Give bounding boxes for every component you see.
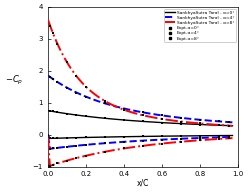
Point xyxy=(179,134,183,137)
Point xyxy=(65,61,69,64)
Point xyxy=(160,138,164,141)
Point xyxy=(103,142,107,145)
Point xyxy=(217,137,221,140)
Point xyxy=(103,102,107,105)
Point xyxy=(217,134,221,137)
Point xyxy=(141,111,145,114)
X-axis label: x/C: x/C xyxy=(137,179,149,188)
Point xyxy=(74,91,78,94)
Point xyxy=(56,137,60,140)
Point xyxy=(56,162,60,165)
Point xyxy=(227,121,231,124)
Point xyxy=(179,120,183,123)
Point xyxy=(122,108,126,111)
Point xyxy=(122,147,126,150)
Point xyxy=(74,113,78,117)
Point xyxy=(51,110,55,113)
Point xyxy=(122,118,126,122)
Point xyxy=(51,31,55,34)
Point xyxy=(141,139,145,142)
Point xyxy=(122,135,126,138)
Point xyxy=(65,86,69,89)
Point xyxy=(56,146,60,149)
Point xyxy=(56,42,60,45)
Point xyxy=(141,144,145,147)
Point xyxy=(160,135,164,138)
Point xyxy=(103,117,107,120)
Y-axis label: $-C_p$: $-C_p$ xyxy=(4,74,23,87)
Point xyxy=(217,136,221,139)
Point xyxy=(179,140,183,143)
Point xyxy=(74,136,78,139)
Point xyxy=(227,136,231,139)
Point xyxy=(65,159,69,162)
Point xyxy=(65,145,69,148)
Point xyxy=(179,137,183,140)
Point xyxy=(198,118,202,121)
Point xyxy=(74,75,78,78)
Point xyxy=(217,124,221,127)
Point xyxy=(227,124,231,127)
Point xyxy=(65,136,69,139)
Point xyxy=(103,100,107,103)
Point xyxy=(48,25,52,28)
Point xyxy=(198,134,202,137)
Point xyxy=(198,136,202,139)
Point xyxy=(198,123,202,126)
Point xyxy=(179,122,183,125)
Point xyxy=(74,144,78,147)
Point xyxy=(141,120,145,123)
Point xyxy=(160,114,164,117)
Point xyxy=(65,112,69,115)
Point xyxy=(51,77,55,80)
Point xyxy=(48,109,52,113)
Point xyxy=(198,122,202,125)
Point xyxy=(84,95,88,98)
Point xyxy=(227,124,231,127)
Point xyxy=(122,107,126,110)
Point xyxy=(56,80,60,84)
Point xyxy=(51,137,55,140)
Point xyxy=(84,154,88,157)
Point xyxy=(56,111,60,114)
Point xyxy=(217,120,221,123)
Point xyxy=(141,114,145,117)
Point xyxy=(48,147,52,150)
Point xyxy=(84,115,88,118)
Point xyxy=(51,147,55,150)
Point xyxy=(48,137,52,140)
Point xyxy=(217,123,221,127)
Point xyxy=(160,121,164,124)
Point xyxy=(227,134,231,137)
Point xyxy=(84,143,88,146)
Point xyxy=(48,164,52,167)
Point xyxy=(122,140,126,143)
Point xyxy=(179,116,183,119)
Point xyxy=(84,136,88,139)
Point xyxy=(141,135,145,138)
Point xyxy=(84,85,88,88)
Point xyxy=(74,156,78,160)
Point xyxy=(160,142,164,145)
Point xyxy=(103,150,107,153)
Point xyxy=(160,118,164,121)
Point xyxy=(227,137,231,140)
Point xyxy=(48,76,52,79)
Point xyxy=(51,163,55,166)
Legend: SankhyaSutra Taral - α=0°, SankhyaSutra Taral - α=4°, SankhyaSutra Taral - α=8°,: SankhyaSutra Taral - α=0°, SankhyaSutra … xyxy=(164,9,236,42)
Point xyxy=(103,136,107,139)
Point xyxy=(198,139,202,142)
